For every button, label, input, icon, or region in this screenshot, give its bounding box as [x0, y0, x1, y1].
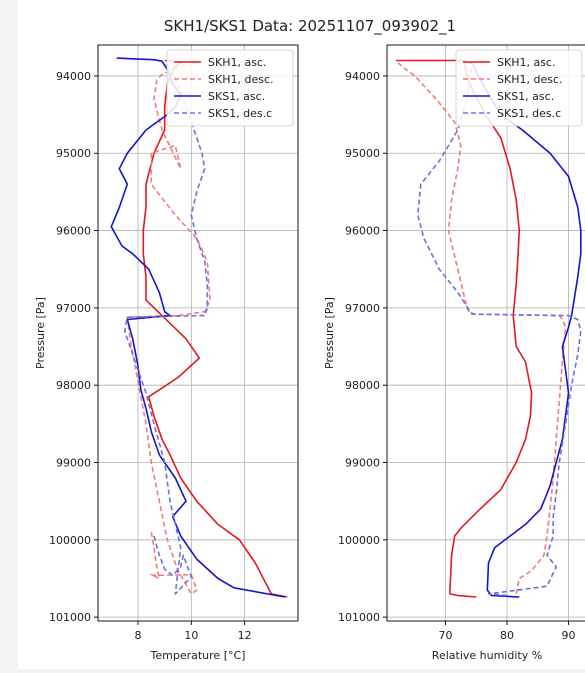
temp-legend-box: [166, 49, 294, 127]
rh-ytick-label: 101000: [338, 611, 380, 624]
rh-xtick-label: 70: [438, 629, 452, 642]
temp-y-axis-label: Pressure [Pa]: [34, 297, 47, 369]
rh-ytick-label: 94000: [345, 70, 380, 83]
figure-title: SKH1/SKS1 Data: 20251107_093902_1: [164, 17, 456, 36]
rh-xtick-label: 80: [500, 629, 514, 642]
temp-series-line-3: [123, 63, 209, 595]
rh-ytick-label: 96000: [345, 225, 380, 238]
temperature-chart: 8 10 12 94000 95000 96000 97000 98000 99000 10000…: [34, 44, 299, 662]
temp-ytick-label: 98000: [56, 379, 91, 392]
temp-legend-label-3: SKS1, des.c: [208, 107, 272, 120]
rh-axes-frame: [386, 44, 585, 622]
temp-series-line-0: [142, 59, 288, 598]
temp-xtick-label: 12: [238, 629, 252, 642]
rh-legend-label-3: SKS1, des.c: [497, 107, 561, 120]
rh-series-line-3: [417, 64, 582, 597]
figure-canvas: SKH1/SKS1 Data: 20251107_093902_1 8 10 12 9…: [34, 17, 585, 662]
figure: SKH1/SKS1 Data: 20251107_093902_1 8 10 12 9…: [18, 0, 585, 669]
temp-ytick-label: 94000: [56, 70, 91, 83]
temp-ytick-label: 99000: [56, 457, 91, 470]
temp-legend-label-0: SKH1, asc.: [208, 56, 266, 69]
rh-series-line-0: [396, 59, 533, 598]
temp-ytick-label: 97000: [56, 302, 91, 315]
rh-grid: [387, 45, 585, 621]
temp-xtick-label: 8: [135, 629, 142, 642]
temp-x-axis-label: Temperature [°C]: [150, 649, 246, 662]
rh-ytick-label: 100000: [338, 534, 380, 547]
temp-ytick-label: 96000: [56, 225, 91, 238]
temp-ytick-label: 95000: [56, 147, 91, 160]
rh-ytick-label: 98000: [345, 379, 380, 392]
rh-legend: SKH1, asc. SKH1, desc. SKS1, asc. SKS1, des…: [455, 49, 583, 127]
rh-series-line-2: [463, 59, 582, 598]
rh-legend-box: [455, 49, 583, 127]
temp-xtick-label: 10: [184, 629, 198, 642]
temp-grid: [98, 45, 298, 621]
humidity-chart: 70 80 90 94000 95000 96000 97000 98000 99000 1000…: [323, 44, 585, 662]
temp-legend: SKH1, asc. SKH1, desc. SKS1, asc. SKS1, des…: [166, 49, 294, 127]
temp-series-line-1: [126, 63, 211, 595]
temp-axes-frame: [97, 44, 299, 622]
temp-series-line-2: [110, 57, 285, 598]
temp-ytick-label: 100000: [49, 534, 91, 547]
rh-legend-label-0: SKH1, asc.: [497, 56, 555, 69]
rh-x-axis-label: Relative humidity %: [432, 649, 542, 662]
rh-ytick-label: 99000: [345, 457, 380, 470]
rh-xtick-label: 90: [562, 629, 576, 642]
rh-y-axis-label: Pressure [Pa]: [323, 297, 336, 369]
temp-legend-label-1: SKH1, desc.: [208, 73, 273, 86]
rh-series-line-1: [397, 62, 567, 595]
temp-legend-label-2: SKS1, asc.: [208, 90, 265, 103]
rh-ytick-label: 97000: [345, 302, 380, 315]
temp-ytick-label: 101000: [49, 611, 91, 624]
rh-legend-label-2: SKS1, asc.: [497, 90, 554, 103]
rh-legend-label-1: SKH1, desc.: [497, 73, 562, 86]
rh-ytick-label: 95000: [345, 147, 380, 160]
